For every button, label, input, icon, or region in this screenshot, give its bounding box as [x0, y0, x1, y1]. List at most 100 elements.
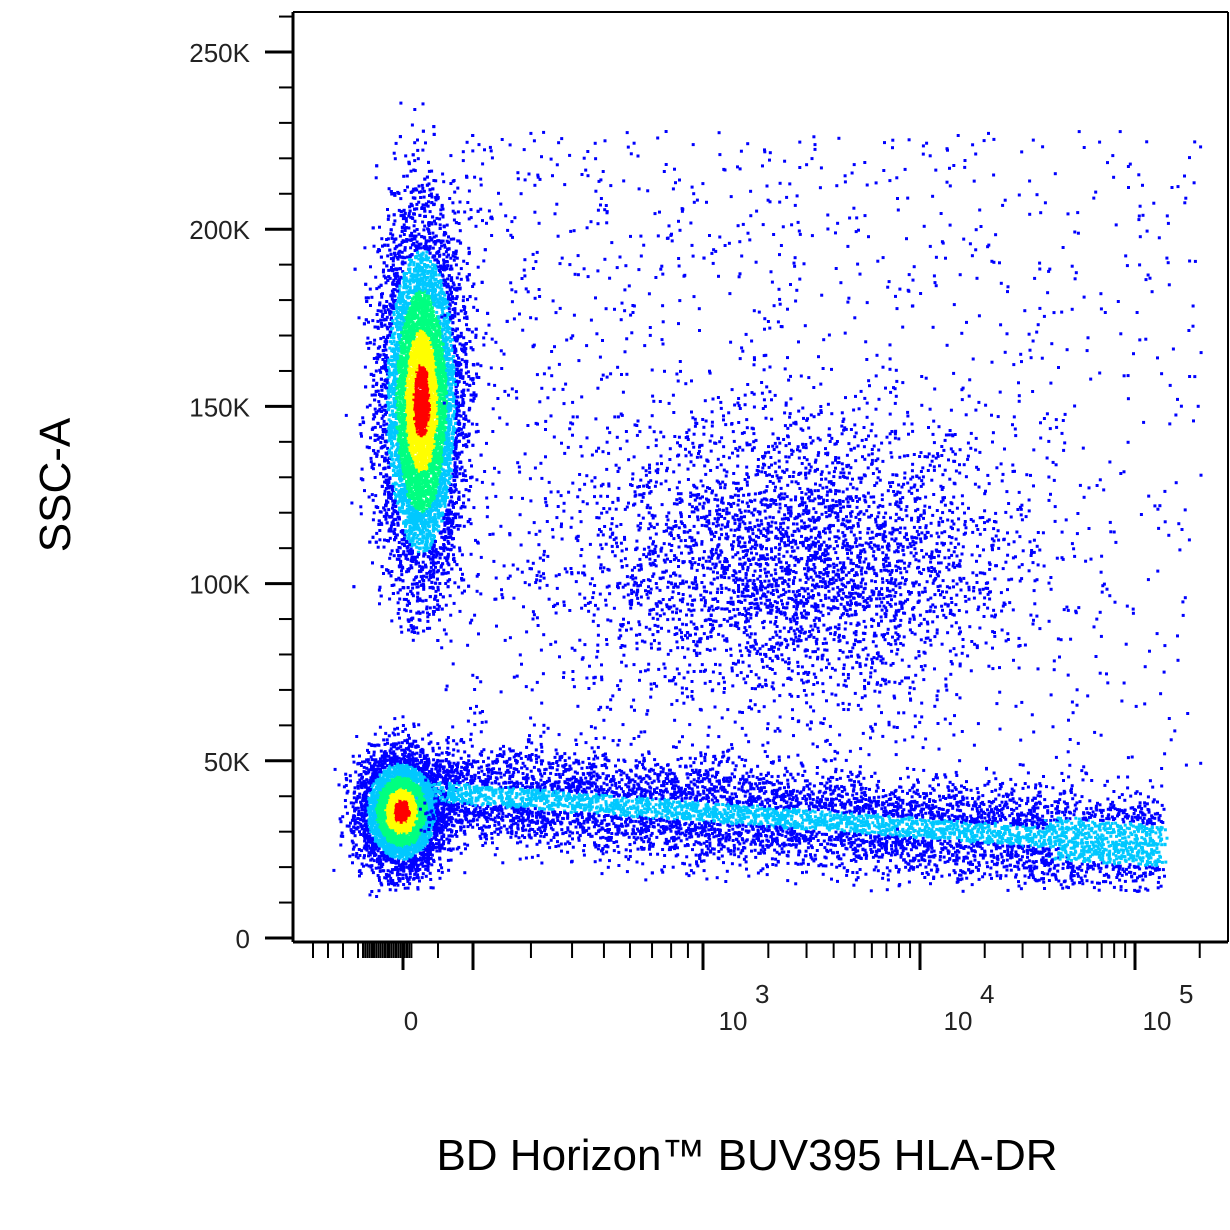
event-dot	[451, 443, 455, 446]
event-dot	[369, 456, 373, 460]
event-dot	[372, 413, 376, 417]
event-dot	[444, 546, 448, 550]
event-dot	[418, 190, 421, 194]
event-dot	[394, 411, 398, 415]
event-dot	[407, 567, 411, 571]
event-dot	[407, 552, 411, 556]
event-dot	[438, 295, 442, 299]
event-dot	[374, 494, 378, 498]
event-dot	[396, 359, 400, 363]
event-dot	[394, 415, 398, 419]
event-dot	[404, 489, 408, 492]
event-dot	[451, 295, 454, 299]
event-dot	[383, 427, 387, 431]
event-dot	[410, 582, 414, 586]
event-dot	[392, 473, 395, 477]
event-dot	[410, 630, 414, 634]
event-dot	[398, 234, 402, 238]
event-dot	[451, 517, 455, 520]
event-dot	[399, 474, 403, 478]
event-dot	[459, 414, 463, 418]
event-dot	[422, 189, 426, 193]
event-dot	[420, 272, 424, 276]
event-dot	[438, 341, 442, 345]
event-dot	[446, 561, 450, 565]
event-dot	[458, 472, 462, 476]
event-dot	[462, 295, 466, 299]
event-dot	[420, 447, 424, 451]
event-dot	[413, 582, 417, 586]
event-dot	[404, 219, 408, 223]
event-dot	[398, 597, 402, 601]
event-dot	[408, 205, 412, 209]
event-dot	[405, 290, 409, 294]
event-dot	[415, 284, 419, 288]
event-dot	[447, 563, 451, 567]
event-dot	[442, 252, 446, 256]
event-dot	[441, 172, 445, 176]
event-dot	[385, 315, 389, 319]
event-dot	[411, 638, 415, 642]
event-dot	[445, 488, 449, 492]
event-dot	[440, 519, 444, 523]
event-dot	[382, 274, 386, 278]
event-dot	[397, 281, 401, 285]
event-dot	[409, 274, 413, 278]
event-dot	[454, 488, 458, 492]
event-dot	[447, 336, 451, 340]
event-dot	[452, 475, 456, 479]
event-dot	[404, 322, 408, 325]
event-dot	[359, 512, 363, 516]
event-dot	[438, 217, 442, 221]
event-dot	[431, 484, 435, 488]
event-dot	[442, 543, 446, 546]
event-dot	[350, 501, 354, 505]
event-dot	[369, 436, 372, 440]
event-dot	[427, 169, 431, 173]
event-dot	[416, 277, 420, 281]
event-dot	[370, 295, 374, 299]
event-dot	[436, 529, 440, 533]
event-dot	[450, 332, 454, 336]
event-dot	[431, 287, 435, 291]
event-dot	[410, 123, 414, 127]
event-dot	[428, 573, 432, 577]
event-dot	[422, 275, 426, 279]
event-dot	[472, 305, 476, 309]
event-dot	[414, 562, 418, 566]
event-dot	[421, 186, 425, 190]
event-dot	[388, 276, 392, 280]
event-dot	[455, 327, 459, 331]
event-dot	[459, 309, 463, 313]
event-dot	[458, 342, 462, 346]
event-dot	[425, 532, 429, 536]
event-dot	[422, 468, 426, 472]
event-dot	[448, 461, 452, 465]
event-dot	[409, 409, 413, 413]
event-dot	[410, 566, 414, 570]
event-dot	[448, 477, 452, 480]
event-dot	[449, 531, 453, 535]
event-dot	[405, 255, 409, 259]
event-dot	[425, 522, 428, 526]
event-dot	[389, 322, 393, 326]
event-dot	[430, 508, 434, 512]
event-dot	[435, 216, 439, 220]
event-dot	[459, 277, 463, 281]
event-dot	[424, 278, 428, 281]
event-dot	[405, 238, 409, 241]
event-dot	[417, 184, 421, 188]
event-dot	[449, 256, 453, 260]
event-dot	[466, 370, 470, 374]
event-dot	[397, 208, 401, 212]
event-dot	[389, 524, 393, 528]
event-dot	[461, 397, 465, 401]
event-dot	[425, 571, 429, 575]
event-dot	[449, 237, 453, 241]
event-dot	[399, 465, 402, 468]
event-dot	[447, 358, 451, 362]
event-dot	[449, 486, 453, 490]
event-dot	[375, 313, 379, 316]
event-dot	[388, 597, 392, 601]
event-dot	[393, 247, 397, 251]
